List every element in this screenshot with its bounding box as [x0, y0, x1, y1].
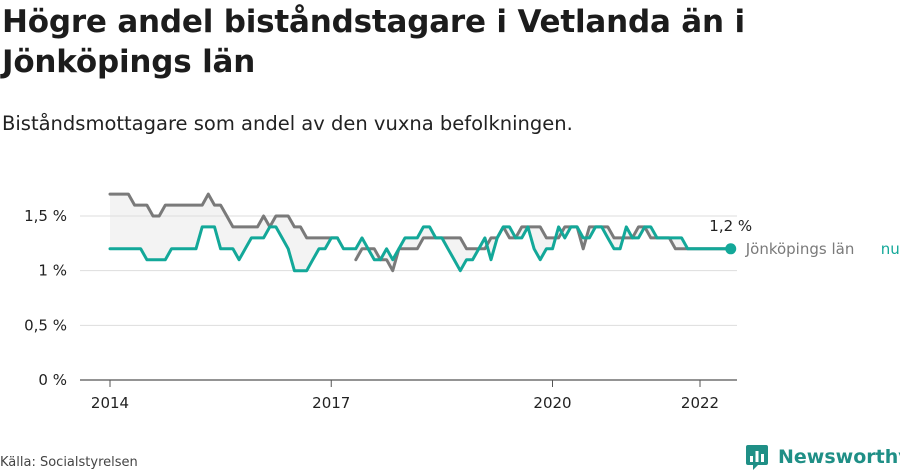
- chart-title: Högre andel biståndstagare i Vetlanda än…: [2, 4, 745, 80]
- series-label-fragment: nun: [881, 240, 900, 258]
- x-tick-label: 2017: [312, 394, 350, 412]
- newsworthy-bar-chart-icon: [746, 445, 768, 470]
- chart-subtitle: Biståndsmottagare som andel av den vuxna…: [2, 112, 573, 135]
- series-line-jonkopings-lan: [108, 225, 733, 273]
- y-tick-label: 1,5 %: [24, 207, 67, 225]
- x-tick-label: 2022: [681, 394, 719, 412]
- end-value-label: 1,2 %: [709, 217, 752, 235]
- source-note: Källa: Socialstyrelsen: [0, 455, 138, 470]
- newsworthy-logo: Newsworthy: [745, 442, 900, 472]
- difference-band: [110, 194, 338, 271]
- series-label-jonkopings-lan: Jönköpings län: [745, 240, 855, 258]
- y-tick-label: 0 %: [38, 371, 67, 389]
- x-tick-label: 2020: [533, 394, 571, 412]
- y-tick-label: 1 %: [38, 262, 67, 280]
- x-tick-label: 2014: [91, 394, 129, 412]
- line-chart: 0 % 0,5 % 1 % 1,5 % 2014 2017 2020 2022 1,2 % Jön…: [24, 192, 900, 412]
- end-point-marker: [725, 243, 737, 255]
- y-tick-label: 0,5 %: [24, 316, 67, 334]
- brand-name: Newsworthy: [778, 446, 900, 468]
